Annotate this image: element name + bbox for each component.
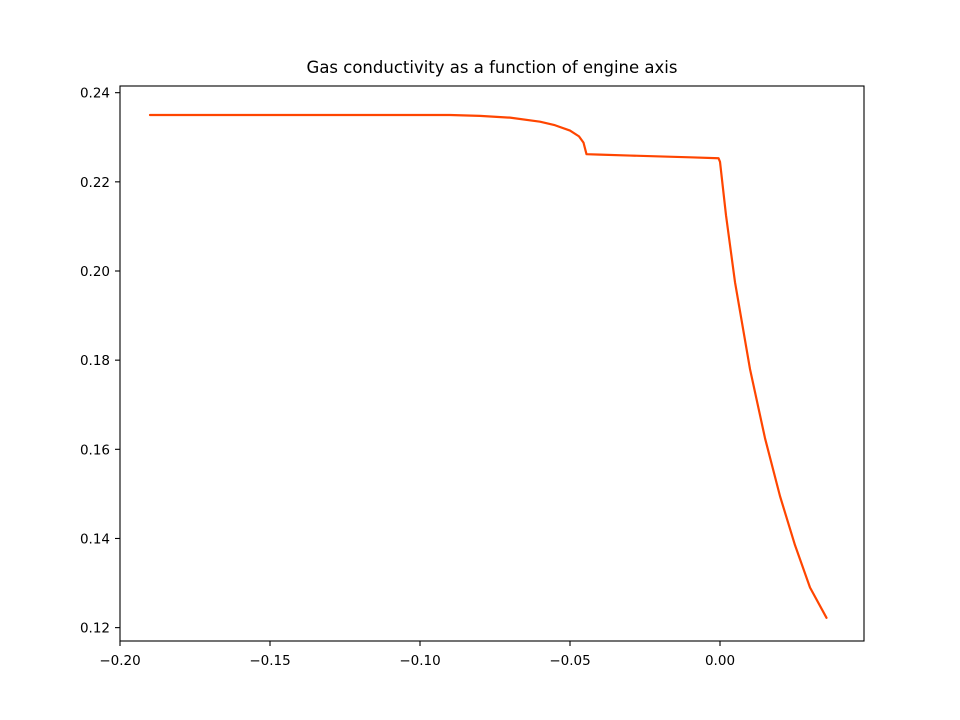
y-tick-label: 0.16 — [80, 442, 110, 458]
chart-title: Gas conductivity as a function of engine… — [307, 58, 678, 77]
axes: −0.20 −0.15 −0.10 −0.05 0.00 0.12 0.14 0.16 0.18… — [80, 86, 735, 669]
x-tick-label: −0.15 — [249, 653, 290, 669]
y-tick-label: 0.12 — [80, 621, 110, 637]
x-tick-label: 0.00 — [705, 653, 735, 669]
plot-series — [148, 113, 828, 619]
x-tick-label: −0.20 — [99, 653, 140, 669]
series-line — [148, 113, 828, 619]
y-tick-label: 0.24 — [80, 86, 110, 102]
x-tick-label: −0.10 — [399, 653, 440, 669]
plot-frame — [119, 85, 865, 642]
x-tick-label: −0.05 — [549, 653, 590, 669]
y-tick-label: 0.18 — [80, 353, 110, 369]
y-tick-label: 0.14 — [80, 531, 110, 547]
y-tick-label: 0.20 — [80, 264, 110, 280]
y-tick-label: 0.22 — [80, 175, 110, 191]
